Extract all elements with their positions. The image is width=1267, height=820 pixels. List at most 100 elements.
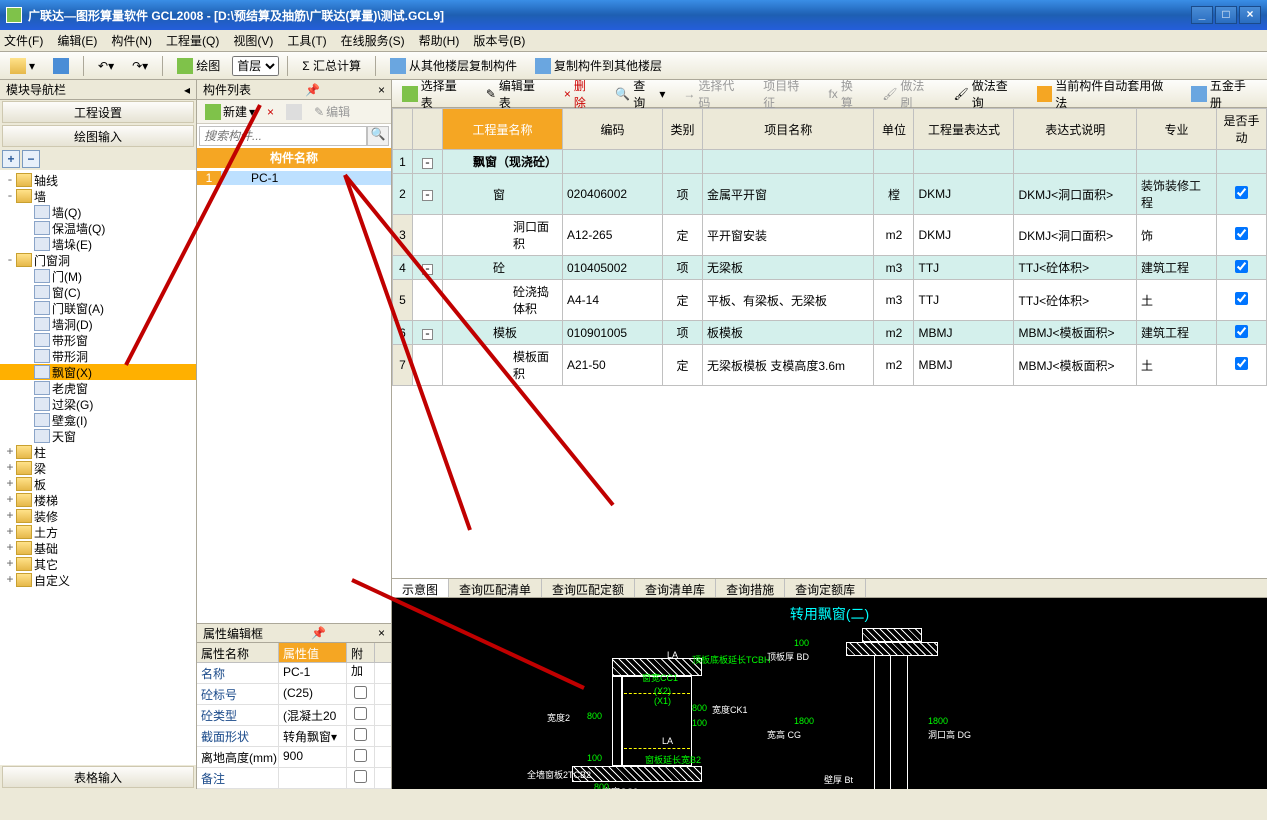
maximize-button[interactable]: □ [1215, 6, 1237, 24]
pin-icon[interactable]: 📌 [311, 626, 326, 640]
tree-item[interactable]: +板 [0, 476, 196, 492]
menu-file[interactable]: 文件(F) [4, 32, 43, 49]
table-row[interactable]: 7模板面积A21-50定无梁板模板 支模高度3.6mm2MBMJMBMJ<模板面… [393, 345, 1267, 386]
tree-item[interactable]: 墙垛(E) [0, 236, 196, 252]
auto-icon [1037, 86, 1053, 102]
menu-help[interactable]: 帮助(H) [419, 32, 460, 49]
tree-item[interactable]: 墙洞(D) [0, 316, 196, 332]
new-component-button[interactable]: 新建 ▾ [201, 102, 259, 121]
tree-item[interactable]: 窗(C) [0, 284, 196, 300]
tree-item[interactable]: +楼梯 [0, 492, 196, 508]
menu-tools[interactable]: 工具(T) [287, 32, 326, 49]
diagram-title: 转用飘窗(二) [392, 598, 1267, 630]
tree-item[interactable]: +梁 [0, 460, 196, 476]
tree-item[interactable]: -墙 [0, 188, 196, 204]
tree-item[interactable]: -门窗洞 [0, 252, 196, 268]
tab-measure[interactable]: 查询措施 [716, 579, 785, 597]
tree-item[interactable]: 带形洞 [0, 348, 196, 364]
expand-all-button[interactable]: + [2, 150, 20, 168]
sumcalc-button[interactable]: Σ 汇总计算 [296, 55, 367, 76]
collapse-icon[interactable]: ◂ [184, 83, 190, 97]
component-toolbar: 新建 ▾ × ✎ 编辑 [197, 100, 391, 124]
component-panel: 构件列表📌 × 新建 ▾ × ✎ 编辑 🔍 构件名称 1 PC-1 属性编辑框📌… [197, 80, 392, 789]
table-row[interactable]: 1-飘窗（现浇砼） [393, 150, 1267, 174]
delete-component-button[interactable]: × [263, 104, 278, 120]
list-item[interactable]: 1 PC-1 [197, 168, 391, 188]
diagram-canvas: 转用飘窗(二) 顶板底板延长TCBH 窗宽CC1 (X2) (X1) 800 宽… [392, 598, 1267, 790]
table-icon [402, 86, 418, 102]
save-button[interactable] [47, 56, 75, 76]
tree-item[interactable]: 带形窗 [0, 332, 196, 348]
search-input[interactable] [199, 126, 367, 146]
table-row[interactable]: 4-砼010405002项无梁板m3TTJTTJ<砼体积>建筑工程 [393, 256, 1267, 280]
tab-diagram[interactable]: 示意图 [392, 579, 449, 597]
search-button[interactable]: 🔍 [367, 126, 389, 146]
tree-item[interactable]: +其它 [0, 556, 196, 572]
save-icon [53, 58, 69, 74]
table-row[interactable]: 6-模板010901005项板模板m2MBMJMBMJ<模板面积>建筑工程 [393, 321, 1267, 345]
draw-button[interactable]: 绘图 [171, 55, 226, 76]
tree-item[interactable]: 天窗 [0, 428, 196, 444]
property-grid: 属性名称 属性值 附加 名称PC-1砼标号(C25)砼类型(混凝土20截面形状转… [197, 643, 391, 789]
property-row[interactable]: 名称PC-1 [197, 663, 391, 684]
minimize-button[interactable]: _ [1191, 6, 1213, 24]
property-row[interactable]: 离地高度(mm)900 [197, 747, 391, 768]
copy-to-button[interactable]: 复制构件到其他楼层 [529, 55, 668, 76]
floor-select[interactable]: 首层 [232, 56, 279, 76]
property-row[interactable]: 砼类型(混凝土20 [197, 705, 391, 726]
tree-item[interactable]: 过梁(G) [0, 396, 196, 412]
nav-tree[interactable]: -轴线-墙墙(Q)保温墙(Q)墙垛(E)-门窗洞门(M)窗(C)门联窗(A)墙洞… [0, 170, 196, 765]
tree-item[interactable]: -轴线 [0, 172, 196, 188]
tree-item[interactable]: 门联窗(A) [0, 300, 196, 316]
tree-item[interactable]: +基础 [0, 540, 196, 556]
close-button[interactable]: × [1239, 6, 1261, 24]
property-row[interactable]: 砼标号(C25) [197, 684, 391, 705]
property-row[interactable]: 备注 [197, 768, 391, 789]
component-header: 构件列表📌 × [197, 80, 391, 100]
table-row[interactable]: 5砼浇捣体积A4-14定平板、有梁板、无梁板m3TTJTTJ<砼体积>土 [393, 280, 1267, 321]
tab-match-quota[interactable]: 查询匹配定额 [542, 579, 635, 597]
redo-button[interactable]: ↷▾ [126, 57, 154, 75]
undo-button[interactable]: ↶▾ [92, 57, 120, 75]
menu-view[interactable]: 视图(V) [233, 32, 273, 49]
edit-component-button[interactable]: ✎ 编辑 [310, 102, 354, 121]
property-row[interactable]: 截面形状转角飘窗▾ [197, 726, 391, 747]
window-title: 广联达—图形算量软件 GCL2008 - [D:\预结算及抽筋\广联达(算量)\… [28, 7, 444, 24]
tree-item[interactable]: 飘窗(X) [0, 364, 196, 380]
tab-quota-lib[interactable]: 查询定额库 [785, 579, 866, 597]
menu-version[interactable]: 版本号(B) [473, 32, 525, 49]
menu-online[interactable]: 在线服务(S) [341, 32, 405, 49]
tree-item[interactable]: 壁龛(I) [0, 412, 196, 428]
tab-match-list[interactable]: 查询匹配清单 [449, 579, 542, 597]
titlebar: 广联达—图形算量软件 GCL2008 - [D:\预结算及抽筋\广联达(算量)\… [0, 0, 1267, 30]
close-panel-icon[interactable]: × [375, 83, 385, 97]
menu-quantity[interactable]: 工程量(Q) [166, 32, 219, 49]
nav-project-settings[interactable]: 工程设置 [2, 101, 194, 123]
menu-edit[interactable]: 编辑(E) [57, 32, 97, 49]
copy-from-button[interactable]: 从其他楼层复制构件 [384, 55, 523, 76]
tree-item[interactable]: 保温墙(Q) [0, 220, 196, 236]
nav-draw-input[interactable]: 绘图输入 [2, 125, 194, 147]
tree-item[interactable]: 门(M) [0, 268, 196, 284]
table-row[interactable]: 3洞口面积A12-265定平开窗安装m2DKMJDKMJ<洞口面积>饰 [393, 215, 1267, 256]
draw-icon [177, 58, 193, 74]
table-row[interactable]: 2-窗020406002项金属平开窗樘DKMJDKMJ<洞口面积>装饰装修工程 [393, 174, 1267, 215]
tree-item[interactable]: +柱 [0, 444, 196, 460]
tree-item[interactable]: 老虎窗 [0, 380, 196, 396]
tab-list-lib[interactable]: 查询清单库 [635, 579, 716, 597]
tree-item[interactable]: +自定义 [0, 572, 196, 588]
open-button[interactable]: ▾ [4, 56, 41, 76]
copy-icon [286, 104, 302, 120]
tree-item[interactable]: 墙(Q) [0, 204, 196, 220]
nav-table-input[interactable]: 表格输入 [2, 766, 194, 788]
list-header: 构件名称 [197, 148, 391, 168]
quantity-table[interactable]: 工程量名称编码类别项目名称单位工程量表达式表达式说明专业是否手动 1-飘窗（现浇… [392, 108, 1267, 386]
tree-item[interactable]: +装修 [0, 508, 196, 524]
collapse-all-button[interactable]: − [22, 150, 40, 168]
menu-component[interactable]: 构件(N) [111, 32, 152, 49]
tree-item[interactable]: +土方 [0, 524, 196, 540]
close-icon[interactable]: × [375, 626, 385, 640]
nav-panel: 模块导航栏◂ 工程设置 绘图输入 + − -轴线-墙墙(Q)保温墙(Q)墙垛(E… [0, 80, 197, 789]
pin-icon[interactable]: 📌 [305, 83, 320, 97]
copy-component-button[interactable] [282, 103, 306, 121]
